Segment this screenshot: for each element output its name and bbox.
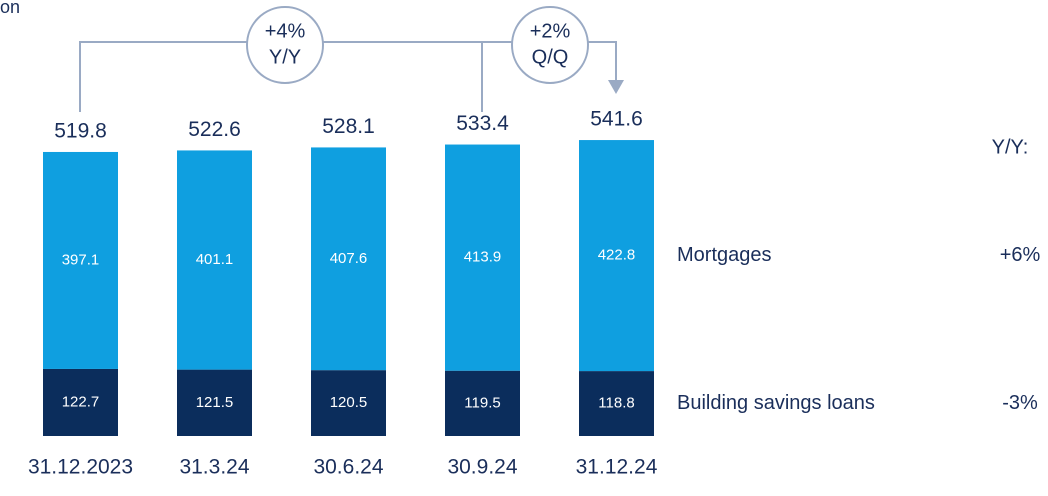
segment-label: 422.8: [598, 247, 636, 264]
segment-label: 119.5: [464, 394, 500, 411]
annotation: Y/Y: [269, 46, 301, 68]
change-label: +6%: [1000, 244, 1041, 266]
bar-segment: [445, 144, 520, 371]
x-tick-label: 30.9.24: [447, 456, 517, 479]
chart-title: on: [0, 0, 20, 17]
segment-label: 413.9: [464, 249, 502, 266]
annotation: +2%: [530, 20, 571, 42]
arrow-head: [608, 80, 624, 94]
x-tick-label: 31.12.24: [576, 456, 658, 479]
bar-segment: [177, 150, 252, 370]
annotation: +4%: [265, 20, 306, 42]
change-label: -3%: [1002, 392, 1038, 414]
change-header: Y/Y:: [992, 136, 1029, 158]
segment-label: 118.8: [598, 395, 634, 412]
annotation: Q/Q: [532, 46, 569, 68]
bar-segment: [579, 140, 654, 372]
yy-circle: [246, 6, 324, 84]
x-tick-label: 31.3.24: [179, 456, 249, 479]
bar-segment: [311, 147, 386, 371]
total-label: 541.6: [590, 108, 643, 131]
segment-label: 122.7: [62, 393, 100, 410]
x-tick-label: 31.12.2023: [28, 456, 133, 479]
total-label: 522.6: [188, 118, 241, 141]
bar-segment: [311, 370, 386, 436]
bar-segment: [579, 371, 654, 436]
x-tick-label: 30.6.24: [313, 456, 383, 479]
qq-circle: [511, 6, 589, 84]
segment-label: 120.5: [330, 394, 368, 411]
total-label: 528.1: [322, 115, 375, 138]
segment-label: 407.6: [330, 250, 368, 267]
bar-segment: [445, 370, 520, 436]
total-label: 533.4: [456, 112, 509, 135]
legend-label: Mortgages: [677, 244, 772, 266]
bar-segment: [43, 151, 118, 369]
segment-label: 397.1: [62, 251, 100, 268]
total-label: 519.8: [54, 120, 107, 143]
connectors: [79, 6, 624, 112]
bar-segment: [43, 368, 118, 436]
segment-label: 121.5: [196, 394, 234, 411]
legend-label: Building savings loans: [677, 392, 875, 414]
segment-label: 401.1: [196, 251, 234, 268]
bar-segment: [177, 369, 252, 436]
